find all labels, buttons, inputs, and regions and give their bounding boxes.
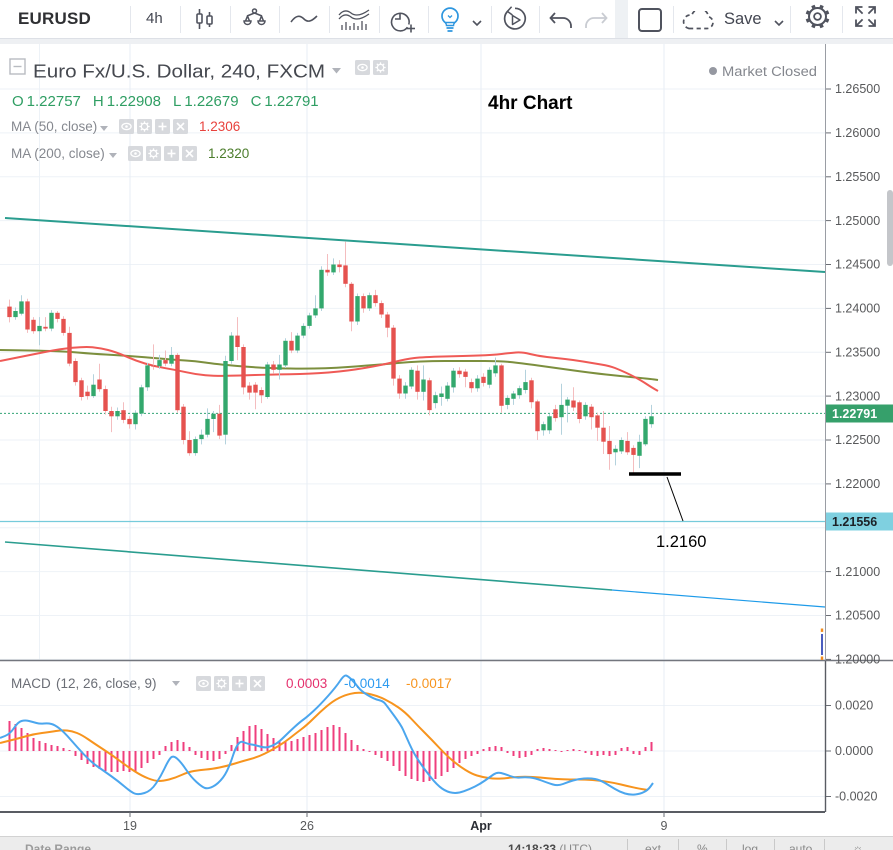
- svg-text:0.0020: 0.0020: [835, 699, 873, 713]
- svg-text:MA (200, close): MA (200, close): [11, 146, 105, 161]
- svg-text:-0.0014: -0.0014: [344, 676, 390, 691]
- svg-text:1.26000: 1.26000: [835, 126, 880, 140]
- svg-text:26: 26: [300, 819, 314, 833]
- svg-text:MA (50, close): MA (50, close): [11, 119, 97, 134]
- svg-text:1.22000: 1.22000: [835, 477, 880, 491]
- svg-text:1.26500: 1.26500: [835, 82, 880, 96]
- svg-text:0.0000: 0.0000: [835, 744, 873, 758]
- svg-text:1.2160: 1.2160: [656, 533, 706, 551]
- svg-text:1.23500: 1.23500: [835, 346, 880, 360]
- svg-text:1.21556: 1.21556: [832, 515, 877, 529]
- svg-text:-0.0020: -0.0020: [835, 790, 877, 804]
- svg-text:1.2306: 1.2306: [199, 119, 240, 134]
- svg-text:1.25500: 1.25500: [835, 170, 880, 184]
- svg-text:1.25000: 1.25000: [835, 214, 880, 228]
- svg-text:MACD: MACD: [11, 676, 51, 691]
- svg-text:1.22791: 1.22791: [832, 407, 877, 421]
- svg-text:1.20500: 1.20500: [835, 609, 880, 623]
- svg-text:19: 19: [123, 819, 137, 833]
- svg-text:Apr: Apr: [470, 819, 492, 833]
- svg-text:1.24000: 1.24000: [835, 302, 880, 316]
- svg-text:1.2320: 1.2320: [208, 146, 249, 161]
- svg-text:1.22500: 1.22500: [835, 433, 880, 447]
- svg-text:Market Closed: Market Closed: [722, 64, 817, 79]
- svg-text:1.20000: 1.20000: [835, 653, 880, 667]
- svg-text:-0.0017: -0.0017: [406, 676, 452, 691]
- svg-text:9: 9: [661, 819, 668, 833]
- svg-text:1.23000: 1.23000: [835, 389, 880, 403]
- svg-text:0.0003: 0.0003: [286, 676, 327, 691]
- svg-text:1.21000: 1.21000: [835, 565, 880, 579]
- svg-text:4hr Chart: 4hr Chart: [488, 93, 573, 114]
- svg-text:Euro Fx/U.S. Dollar, 240, FXCM: Euro Fx/U.S. Dollar, 240, FXCM: [33, 62, 325, 82]
- svg-text:(12, 26, close, 9): (12, 26, close, 9): [56, 676, 157, 691]
- svg-text:1.24500: 1.24500: [835, 258, 880, 272]
